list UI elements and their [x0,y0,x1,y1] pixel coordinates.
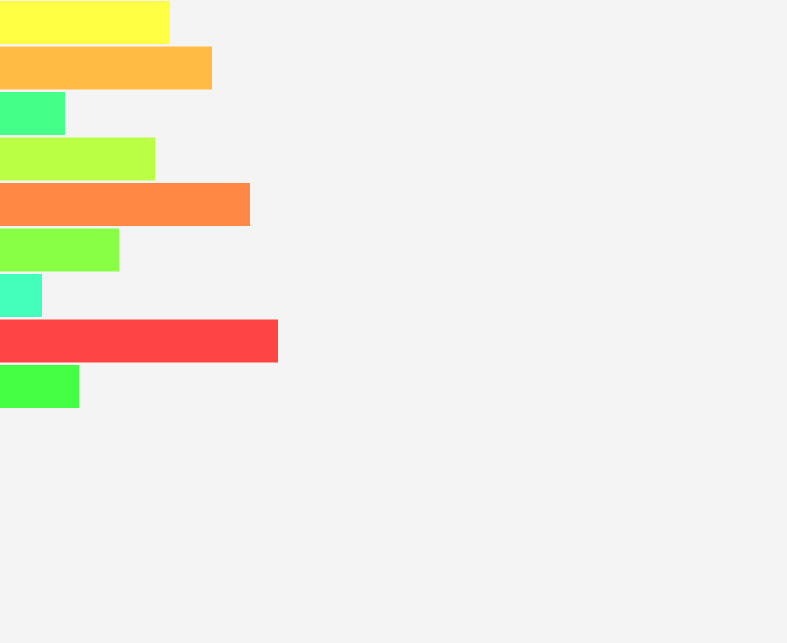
bar-7 [0,274,42,317]
bar-9 [0,365,79,408]
bar-4 [0,137,155,181]
bar-8 [0,319,278,363]
bar-1 [0,1,170,44]
bar-3 [0,92,65,135]
bar-2 [0,46,212,90]
bar-5 [0,183,250,226]
bar-6 [0,228,119,272]
